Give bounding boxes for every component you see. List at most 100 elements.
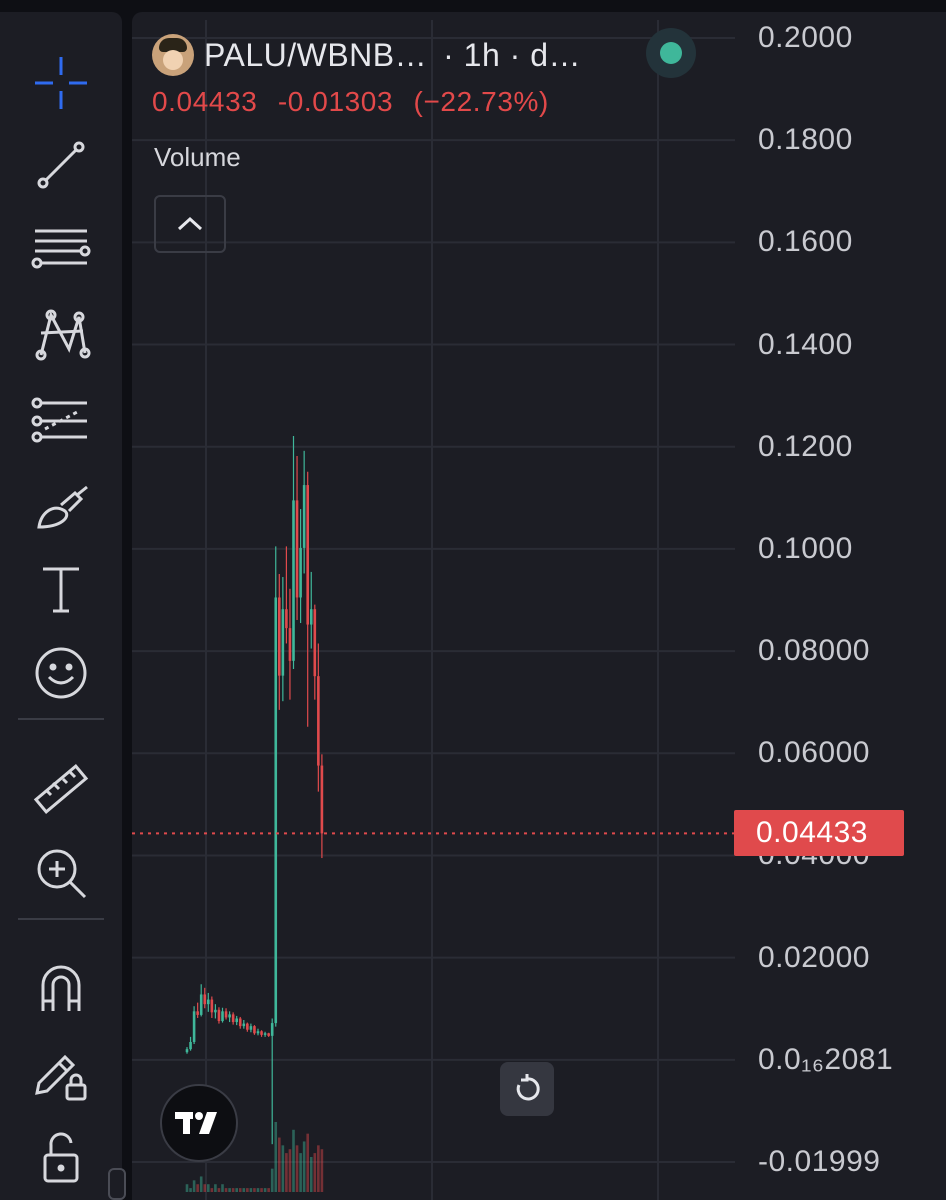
volume-bar (313, 1153, 317, 1192)
candle-body (306, 485, 309, 625)
crosshair-tool-button[interactable] (26, 48, 96, 118)
volume-bar (207, 1184, 210, 1192)
zoom-in-icon (37, 849, 87, 899)
price-change-percent: (−22.73%) (413, 86, 549, 117)
token-avatar (152, 34, 194, 76)
chart-panel[interactable] (132, 12, 946, 1200)
candle-body (260, 1031, 263, 1035)
prediction-tool-button[interactable] (26, 384, 96, 454)
price-axis-label: 0.1800 (758, 123, 853, 157)
volume-bar (185, 1184, 189, 1192)
price-change: -0.01303 (277, 86, 394, 117)
volume-bar (189, 1188, 192, 1192)
quote-row: 0.04433 -0.01303 (−22.73%) (152, 86, 561, 118)
candle-body (217, 1009, 221, 1022)
volume-indicator-label[interactable]: Volume (154, 142, 241, 172)
price-axis-label: 0.08000 (758, 634, 870, 668)
text-tool-button[interactable] (26, 554, 96, 624)
last-price: 0.04433 (152, 86, 258, 117)
pattern-tool-button[interactable] (26, 298, 96, 368)
volume-bar (285, 1153, 288, 1192)
lock-drawings-tool-button[interactable] (26, 1038, 96, 1108)
chevron-up-icon (177, 216, 203, 231)
toolbar-scroll-handle[interactable] (108, 1168, 126, 1200)
magnet-icon (41, 965, 81, 1011)
volume-bar (302, 1141, 306, 1192)
reset-chart-button[interactable] (500, 1062, 554, 1116)
symbol-legend[interactable]: PALU/WBNB… · 1h · d… (152, 30, 581, 80)
volume-bar (292, 1129, 295, 1192)
brush-tool-button[interactable] (26, 470, 96, 540)
candle-body (196, 1011, 199, 1015)
candle-body (278, 597, 281, 676)
emoji-icon (35, 647, 87, 699)
tradingview-logo-mark (175, 1112, 217, 1134)
prediction-icon (31, 397, 87, 443)
price-axis-label: 0.1400 (758, 327, 853, 361)
candle-body (235, 1018, 238, 1023)
volume-bar (278, 1137, 281, 1192)
candle-body (292, 500, 295, 661)
volume-bar (253, 1188, 256, 1192)
market-status-indicator[interactable] (646, 28, 696, 78)
candle-body (253, 1026, 256, 1034)
volume-bar (267, 1188, 270, 1192)
unlock-tool-button[interactable] (26, 1122, 96, 1192)
volume-bar (192, 1180, 196, 1192)
candle-body (249, 1026, 253, 1030)
volume-bar (196, 1184, 199, 1192)
candle-body (313, 609, 317, 677)
candle-body (285, 609, 288, 629)
symbol-name: PALU/WBNB… (204, 36, 428, 73)
ruler-tool-button[interactable] (26, 754, 96, 824)
candle-body (299, 547, 302, 598)
volume-bar (306, 1133, 309, 1192)
volume-bar (309, 1157, 313, 1192)
price-axis-label: 0.02000 (758, 940, 870, 974)
toolbar-divider (18, 918, 104, 920)
volume-bar (320, 1149, 324, 1192)
candle-body (281, 609, 285, 676)
interval-label: · 1h · d… (443, 36, 581, 73)
volume-bar (299, 1153, 302, 1192)
reset-icon (516, 1074, 540, 1101)
emoji-tool-button[interactable] (26, 638, 96, 708)
trend-line-tool-button[interactable] (26, 130, 96, 200)
candle-body (246, 1023, 249, 1030)
price-axis-label: 0.06000 (758, 736, 870, 770)
candle-body (203, 994, 207, 1005)
market-status-dot (660, 42, 682, 64)
volume-bar (210, 1188, 214, 1192)
candle-body (231, 1014, 235, 1023)
volume-bar (228, 1188, 231, 1192)
candle-body (267, 1033, 270, 1036)
volume-bar (270, 1168, 274, 1192)
candle-body (270, 1023, 274, 1036)
candle-body (320, 765, 324, 834)
volume-bar (217, 1188, 221, 1192)
candle-body (185, 1049, 189, 1053)
volume-bar (288, 1149, 292, 1192)
candle-body (295, 500, 299, 598)
fib-retracement-tool-button[interactable] (26, 214, 96, 284)
ruler-icon (33, 764, 89, 814)
price-axis-label: 0.1000 (758, 531, 853, 565)
fib-retracement-icon (31, 229, 91, 269)
volume-bar (295, 1145, 299, 1192)
candle-body (242, 1023, 246, 1027)
tradingview-logo[interactable] (160, 1084, 238, 1162)
zoom-in-tool-button[interactable] (26, 838, 96, 908)
magnet-tool-button[interactable] (26, 952, 96, 1022)
candle-body (214, 1009, 217, 1013)
candle-body (288, 628, 292, 661)
volume-bar (274, 1122, 278, 1192)
price-axis-label: 0.1600 (758, 225, 853, 259)
candle-body (189, 1041, 192, 1050)
crosshair-icon (35, 57, 87, 109)
collapse-indicators-button[interactable] (154, 195, 226, 253)
volume-bar (221, 1184, 224, 1192)
candle-body (228, 1014, 231, 1018)
candle-body (302, 485, 306, 548)
volume-bar (235, 1188, 238, 1192)
